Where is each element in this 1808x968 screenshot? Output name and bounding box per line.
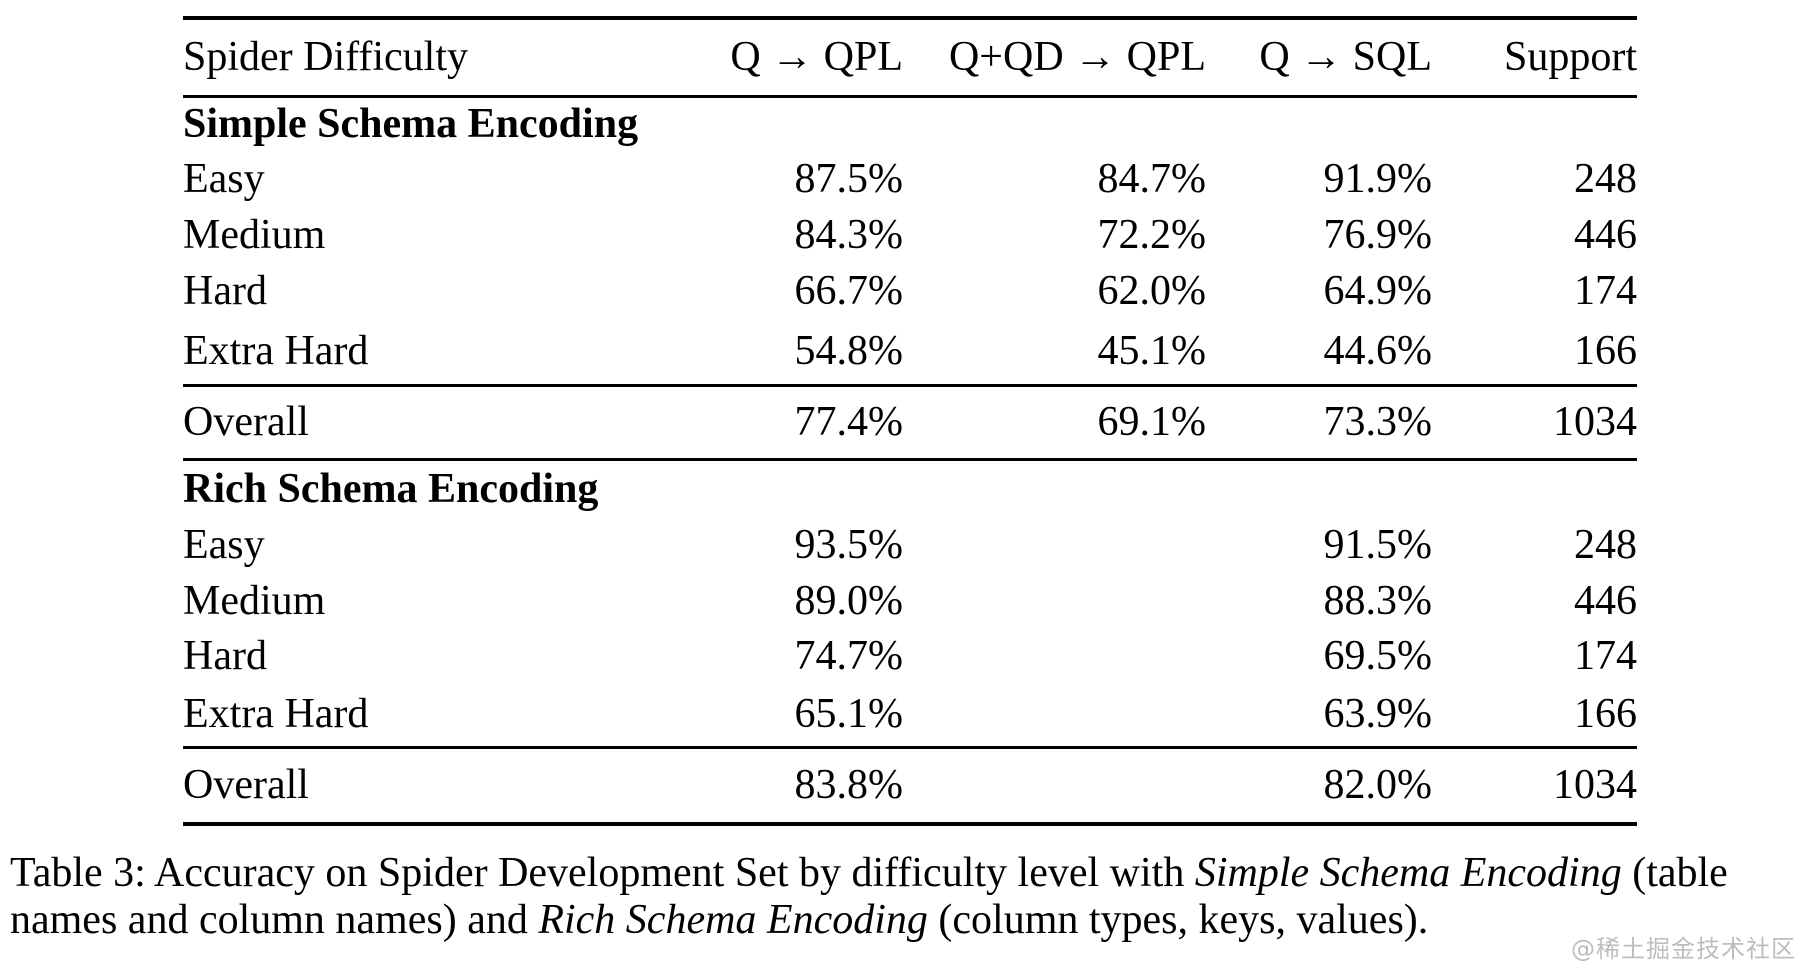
row-label: Easy [183,522,265,568]
table-header-row: Spider Difficulty Q → QPL Q+QD → QPL Q →… [183,18,1637,98]
col-header-support: Support [1432,18,1637,98]
section-title-simple: Simple Schema Encoding [183,101,639,148]
cell-q-qpl: 84.3% [794,212,904,258]
row-label: Medium [183,212,326,258]
cell-q-qpl: 87.5% [794,156,904,202]
table-row: Extra Hard 54.8% 45.1% 44.6% 166 [183,318,1637,387]
cell-q-qpl: 74.7% [794,632,904,679]
col-header-spider-difficulty: Spider Difficulty [183,18,643,98]
cell-q-sql: 88.3% [1323,577,1433,624]
cell-qqd-qpl [903,683,1206,749]
cell-q-sql: 69.5% [1323,632,1433,679]
cell-support: 174 [1574,267,1637,314]
cell-q-sql: 73.3% [1206,385,1432,461]
table-row: Easy 93.5% 91.5% 248 [183,517,1637,573]
cell-support: 1034 [1553,762,1637,809]
table-row: Easy 87.5% 84.7% 91.9% 248 [183,151,1637,207]
cell-q-qpl: 66.7% [794,267,904,314]
cell-support: 446 [1574,577,1637,624]
caption-text: Table 3: Accuracy on Spider Development … [10,850,1195,896]
cell-qqd-qpl [903,628,1206,683]
cell-support: 1034 [1432,385,1637,461]
caption-text: (column types, keys, values). [927,897,1429,944]
cell-support: 166 [1432,318,1637,387]
row-label: Overall [183,385,643,461]
cell-qqd-qpl [903,747,1206,824]
cell-qqd-qpl [903,573,1206,628]
row-label: Overall [183,762,309,809]
cell-qqd-qpl: 45.1% [903,318,1206,387]
overall-row: Overall 83.8% 82.0% 1034 [183,747,1637,824]
cell-q-sql: 82.0% [1323,762,1433,809]
table-row: Hard 74.7% 69.5% 174 [183,628,1637,683]
cell-q-sql: 91.5% [1323,522,1433,568]
row-label: Extra Hard [183,683,643,749]
table-row: Extra Hard 65.1% 63.9% 166 [183,683,1637,749]
row-label: Hard [183,267,267,314]
table-row: Hard 66.7% 62.0% 64.9% 174 [183,263,1637,318]
cell-qqd-qpl: 69.1% [903,385,1206,461]
cell-support: 446 [1574,212,1637,258]
cell-support: 248 [1574,156,1637,202]
row-label: Easy [183,156,265,202]
col-header-q-sql: Q → SQL [1206,18,1432,98]
section-title-rich: Rich Schema Encoding [183,465,599,512]
cell-support: 248 [1574,522,1637,568]
results-table: Spider Difficulty Q → QPL Q+QD → QPL Q →… [183,16,1637,826]
cell-q-sql: 63.9% [1206,683,1432,749]
cell-q-qpl: 54.8% [643,318,903,387]
table-caption: Table 3: Accuracy on Spider Development … [10,850,1798,945]
cell-q-sql: 76.9% [1323,212,1433,258]
overall-row: Overall 77.4% 69.1% 73.3% 1034 [183,385,1637,461]
caption-italic-simple: Simple Schema Encoding [1194,850,1622,896]
row-label: Hard [183,632,267,679]
table-row: Medium 89.0% 88.3% 446 [183,573,1637,628]
cell-q-qpl: 77.4% [643,385,903,461]
cell-q-qpl: 65.1% [643,683,903,749]
cell-q-qpl: 83.8% [794,762,904,809]
cell-qqd-qpl [903,517,1206,573]
row-label: Extra Hard [183,318,643,387]
cell-qqd-qpl: 72.2% [1097,212,1207,258]
col-header-q-qpl: Q → QPL [643,18,903,98]
cell-q-qpl: 93.5% [794,522,904,568]
section-header-row: Rich Schema Encoding [183,459,1637,517]
watermark: @稀土掘金技术社区 [1571,935,1796,963]
cell-q-qpl: 89.0% [794,577,904,624]
cell-q-sql: 64.9% [1323,267,1433,314]
section-header-row: Simple Schema Encoding [183,96,1637,151]
cell-support: 166 [1432,683,1637,749]
row-label: Medium [183,577,326,624]
table-row: Medium 84.3% 72.2% 76.9% 446 [183,207,1637,263]
col-header-qqd-qpl: Q+QD → QPL [903,18,1206,98]
cell-q-sql: 91.9% [1323,156,1433,202]
cell-support: 174 [1574,632,1637,679]
cell-q-sql: 44.6% [1206,318,1432,387]
cell-qqd-qpl: 84.7% [1097,156,1207,202]
caption-text: (table names and column names) and [10,850,1728,944]
caption-italic-rich: Rich Schema Encoding [538,897,928,944]
cell-qqd-qpl: 62.0% [1097,267,1207,314]
